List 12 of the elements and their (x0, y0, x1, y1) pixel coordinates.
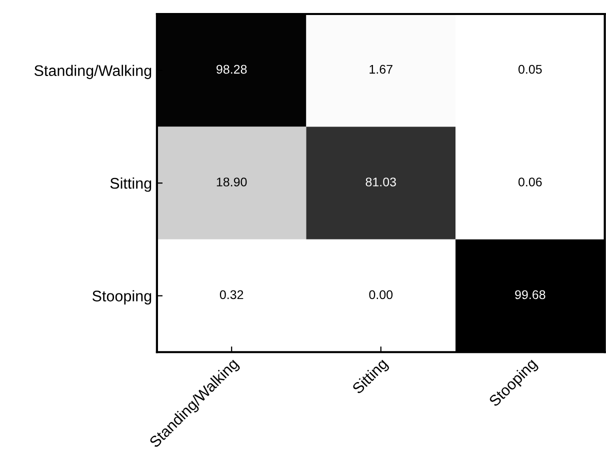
data-label: 0.05 (518, 64, 542, 74)
data-label: 18.90 (216, 178, 247, 186)
y-tick-label: Stooping (92, 290, 152, 304)
data-label: 0.00 (369, 290, 393, 300)
data-label: 98.28 (216, 64, 247, 74)
y-tick-label: Sitting (110, 178, 152, 192)
data-label: 81.03 (366, 178, 396, 186)
y-tick-label: Standing/Walking (34, 64, 152, 80)
data-label: 99.68 (515, 290, 546, 300)
data-label: 1.67 (370, 64, 392, 74)
data-label: 0.06 (518, 178, 542, 186)
data-label: 0.32 (220, 290, 244, 300)
